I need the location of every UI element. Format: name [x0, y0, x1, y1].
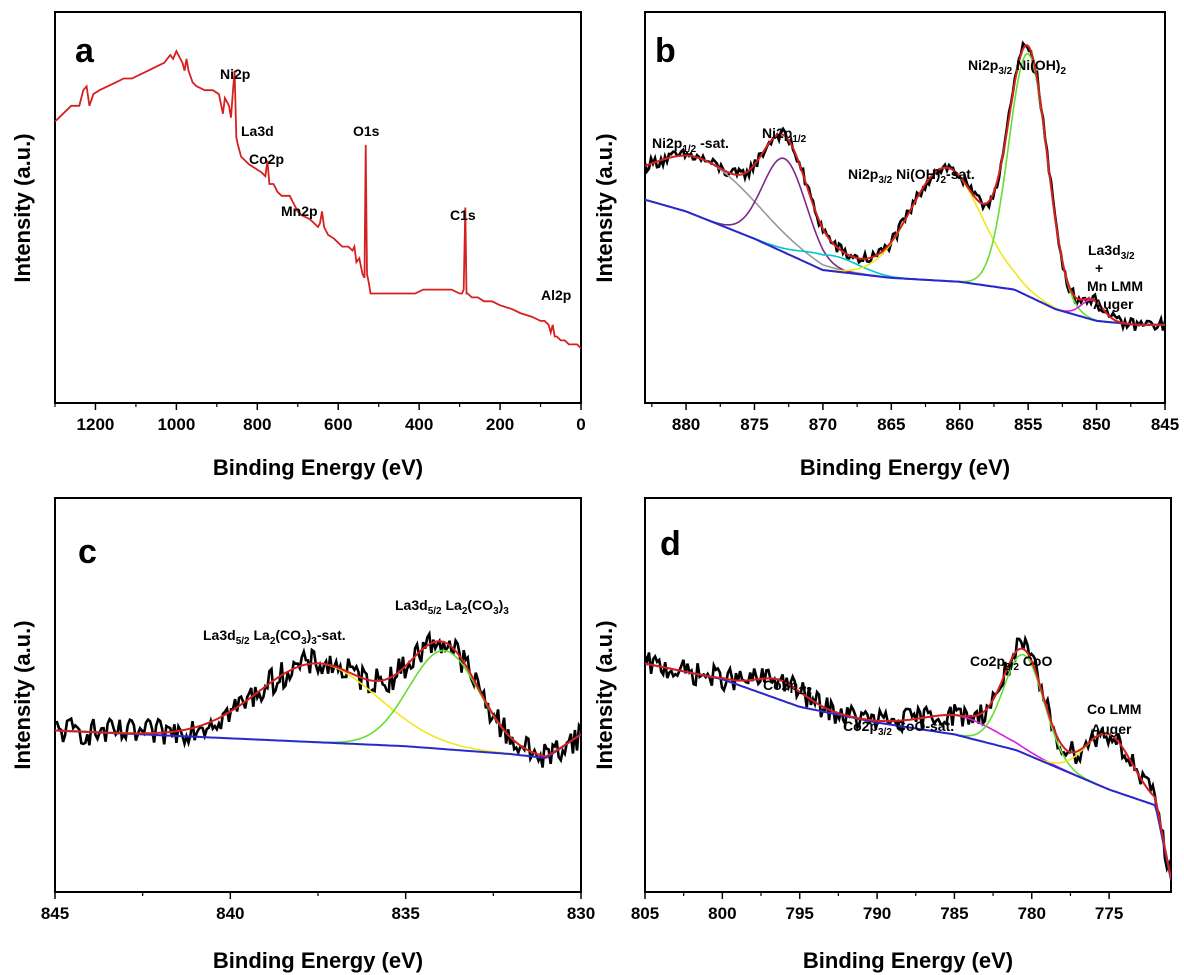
- panel-c: 845 840 835 830 Binding Energy (eV) Intensity…: [10, 497, 595, 973]
- raw-data-line: [55, 629, 581, 768]
- x-tick-label: 850: [1082, 415, 1110, 434]
- y-axis-title: Intensity (a.u.): [10, 620, 35, 769]
- plot-frame: [644, 497, 1172, 893]
- x-tick-label: 870: [809, 415, 837, 434]
- peak-annotation: +: [1095, 260, 1103, 276]
- x-tick-label: 200: [486, 415, 514, 434]
- panel-letter: c: [78, 533, 97, 571]
- peak-annotation: C1s: [450, 207, 476, 223]
- fit-envelope-line: [645, 647, 1171, 879]
- plot-area: [645, 40, 1165, 333]
- background-line: [645, 198, 1165, 326]
- x-axis-title: Binding Energy (eV): [803, 948, 1013, 973]
- fit-component-2: [645, 662, 1171, 881]
- fit-component-2: [55, 649, 581, 758]
- fit-component-1: [55, 662, 581, 759]
- plot-frame: [54, 11, 582, 404]
- x-tick-label: 1200: [77, 415, 115, 434]
- y-axis-title: Intensity (a.u.): [592, 133, 617, 282]
- x-tick-label: 840: [216, 904, 244, 923]
- peak-annotation: Ni2p3/2 Ni(OH)2: [968, 57, 1066, 77]
- x-axis-title: Binding Energy (eV): [213, 948, 423, 973]
- plot-area: [645, 634, 1171, 881]
- fit-component-1: [645, 662, 1171, 881]
- x-tick-label: 805: [631, 904, 659, 923]
- peak-annotation: La3d: [241, 123, 274, 139]
- plot-frame: [644, 11, 1166, 404]
- x-tick-label: 1000: [157, 415, 195, 434]
- x-axis-title: Binding Energy (eV): [800, 455, 1010, 480]
- x-tick-label: 880: [672, 415, 700, 434]
- x-tick-label: 785: [940, 904, 968, 923]
- x-tick-label: 775: [1095, 904, 1123, 923]
- x-tick-label: 830: [567, 904, 595, 923]
- peak-annotation: Co2p3/2 CoO-sat.: [843, 718, 954, 738]
- x-tick-label: 800: [243, 415, 271, 434]
- peak-annotation: O1s: [353, 123, 380, 139]
- plot-area: [55, 629, 581, 768]
- x-tick-label: 845: [1151, 415, 1179, 434]
- x-tick-label: 0: [576, 415, 585, 434]
- peak-annotation: Co LMM: [1087, 701, 1141, 717]
- x-tick-label: 795: [786, 904, 814, 923]
- peak-annotation: Co2p: [249, 151, 284, 167]
- fit-component-4: [645, 662, 1171, 879]
- x-tick-label: 845: [41, 904, 69, 923]
- panel-b: 880 875 870 865 860 855 850 845 Binding Energy (…: [592, 11, 1179, 480]
- panel-letter: a: [75, 32, 95, 70]
- peak-annotation: La3d5/2 La2(CO3)3: [395, 597, 509, 617]
- peak-annotation: Ni2p1/2 -sat.: [652, 135, 729, 155]
- x-axis-title: Binding Energy (eV): [213, 455, 423, 480]
- plot-area: [55, 48, 581, 349]
- survey-spectrum-line: [55, 48, 581, 349]
- panel-letter: d: [660, 525, 681, 563]
- plot-frame: [54, 497, 582, 893]
- raw-data-line: [645, 634, 1171, 877]
- peak-annotation: La3d3/2: [1088, 242, 1135, 262]
- panel-a: 1200 1000 800 600 400 200 0 Binding Energy (eV)…: [10, 11, 586, 480]
- panel-letter: b: [655, 32, 676, 70]
- background-line: [645, 662, 1171, 881]
- x-tick-label: 800: [708, 904, 736, 923]
- x-tick-label: 400: [405, 415, 433, 434]
- peak-annotation: Ni2p3/2 Ni(OH)2-sat.: [848, 166, 975, 186]
- peak-annotation: Mn LMM: [1087, 278, 1143, 294]
- x-tick-label: 855: [1014, 415, 1042, 434]
- peak-annotation: Ni2p1/2: [762, 125, 807, 145]
- peak-annotation: Co2p1/2: [763, 677, 812, 697]
- peak-annotation: La3d5/2 La2(CO3)3-sat.: [203, 627, 346, 647]
- y-axis-title: Intensity (a.u.): [10, 133, 35, 282]
- y-axis-title: Intensity (a.u.): [592, 620, 617, 769]
- fit-envelope-line: [645, 43, 1165, 326]
- peak-annotation: Al2p: [541, 287, 571, 303]
- peak-annotation: Mn2p: [281, 203, 318, 219]
- x-tick-label: 780: [1018, 904, 1046, 923]
- panel-d: 805 800 795 790 785 780 775 Binding Energy (eV)…: [592, 497, 1172, 973]
- x-tick-label: 835: [391, 904, 419, 923]
- peak-annotation: Co2p3/2 CoO: [970, 653, 1052, 673]
- x-tick-label: 860: [946, 415, 974, 434]
- x-tick-label: 865: [877, 415, 905, 434]
- peak-annotation: Auger: [1091, 721, 1132, 737]
- peak-annotation: Auger: [1093, 296, 1134, 312]
- x-tick-label: 600: [324, 415, 352, 434]
- x-tick-label: 790: [863, 904, 891, 923]
- peak-annotation: Ni2p: [220, 66, 250, 82]
- background-line: [55, 729, 581, 759]
- fit-envelope-line: [55, 640, 581, 758]
- x-tick-label: 875: [740, 415, 768, 434]
